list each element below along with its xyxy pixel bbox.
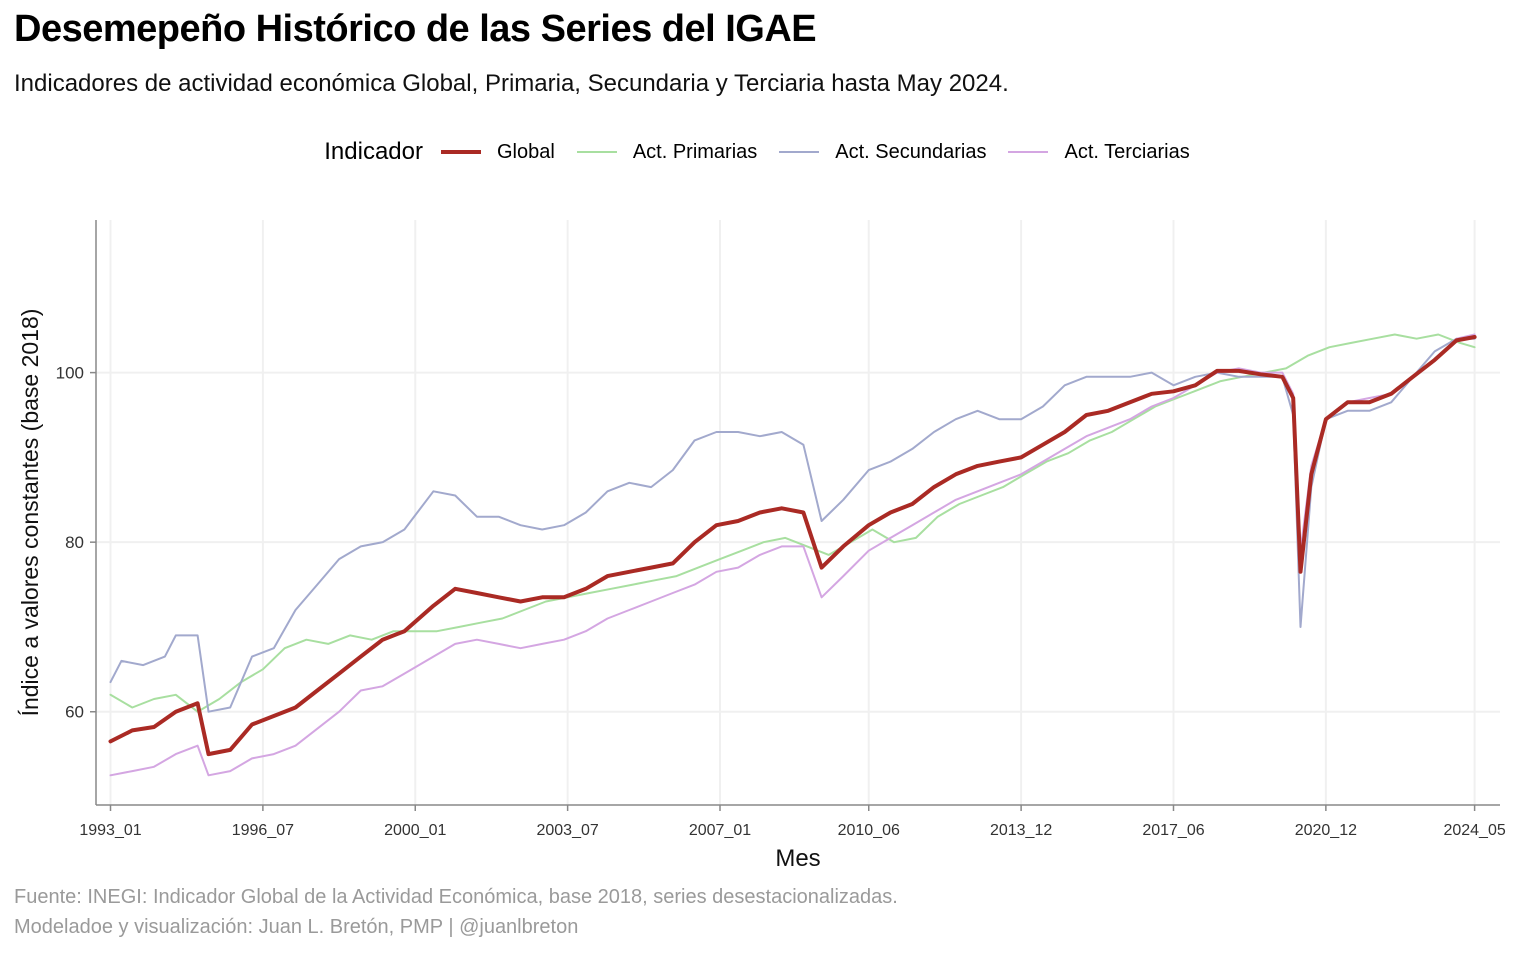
series-line-global	[108, 335, 1477, 757]
legend-label-secundarias: Act. Secundarias	[835, 140, 987, 163]
x-tick-label-8: 2020_12	[1295, 822, 1357, 839]
x-tick-label-2: 2000_01	[384, 822, 446, 839]
series-line-act-secundarias	[109, 337, 1476, 713]
series-line-act-primarias	[109, 333, 1476, 713]
caption-credit: Modeladoe y visualización: Juan L. Bretó…	[14, 916, 579, 938]
legend-label-primarias: Act. Primarias	[632, 140, 758, 163]
legend-item-primarias: Act. Primarias	[576, 140, 758, 164]
x-tick-label-4: 2007_01	[689, 822, 751, 839]
legend-label-terciarias: Act. Terciarias	[1064, 140, 1190, 163]
legend-item-terciarias: Act. Terciarias	[1008, 140, 1190, 164]
legend-swatch-terciarias	[1008, 151, 1049, 153]
x-axis-title: Mes	[775, 845, 820, 872]
series-line-act-terciarias	[109, 333, 1476, 777]
legend: Indicador Global Act. Primarias Act. Sec…	[0, 138, 1536, 166]
x-tick-label-0: 1993_01	[79, 822, 141, 839]
legend-swatch-global	[441, 150, 481, 154]
legend-swatch-primarias	[576, 151, 617, 153]
x-tick-label-1: 1996_07	[232, 822, 294, 839]
legend-label-global: Global	[497, 140, 555, 163]
y-tick-label-1: 80	[65, 533, 84, 552]
y-tick-label-0: 60	[65, 703, 84, 722]
x-tick-label-7: 2017_06	[1142, 822, 1204, 839]
caption-source: Fuente: INEGI: Indicador Global de la Ac…	[14, 886, 898, 908]
chart-subtitle: Indicadores de actividad económica Globa…	[14, 70, 1009, 97]
legend-item-secundarias: Act. Secundarias	[779, 141, 986, 164]
legend-swatch-secundarias	[779, 151, 820, 153]
chart-title: Desemepeño Histórico de las Series del I…	[14, 8, 817, 50]
y-axis-title: Índice a valores constantes (base 2018)	[17, 309, 43, 717]
legend-title: Indicador	[324, 138, 423, 165]
x-tick-label-3: 2003_07	[536, 822, 598, 839]
x-tick-label-9: 2024_05	[1443, 822, 1505, 839]
legend-item-global: Global	[441, 141, 555, 164]
x-tick-label-5: 2010_06	[838, 822, 900, 839]
x-tick-label-6: 2013_12	[990, 822, 1052, 839]
y-tick-label-2: 100	[56, 364, 84, 383]
